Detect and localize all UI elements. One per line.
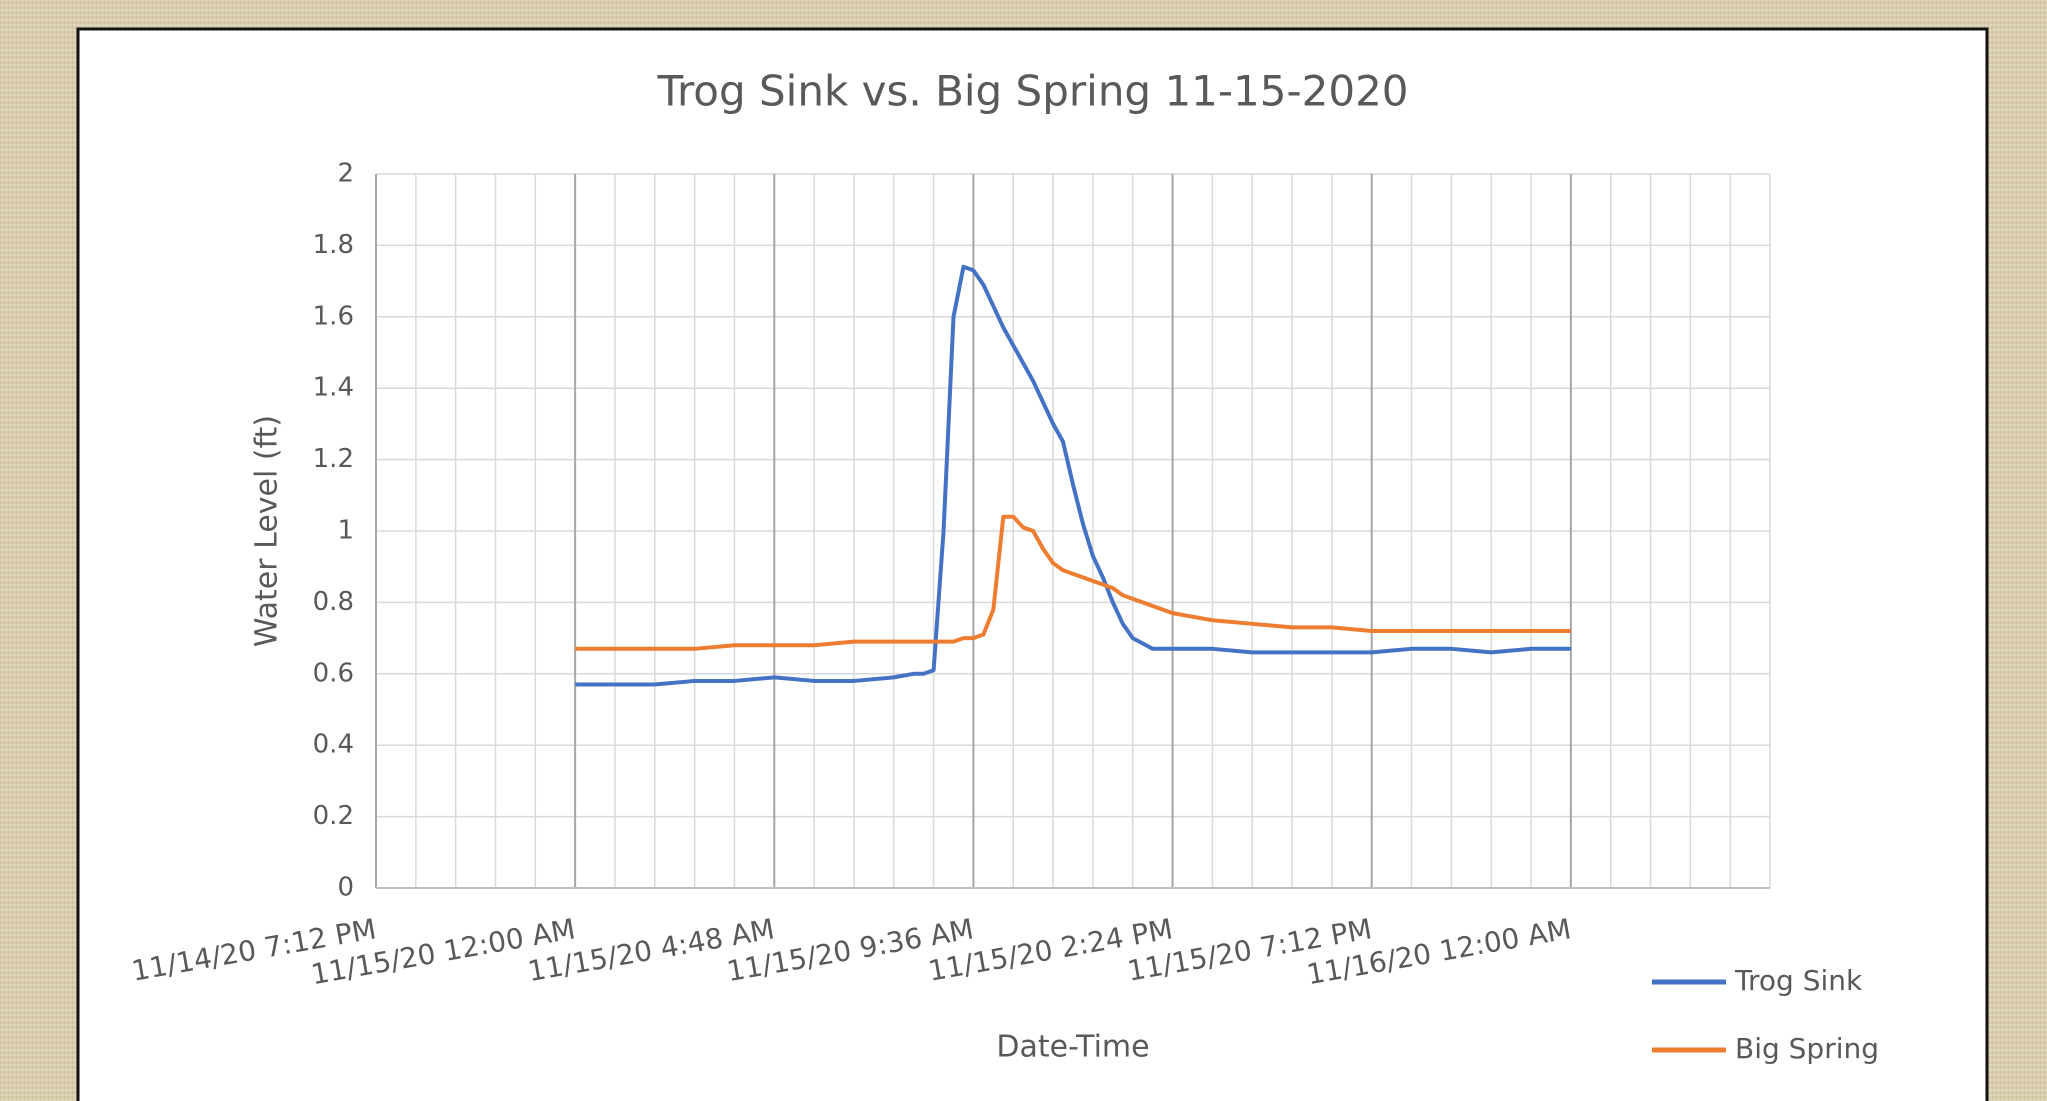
legend-label: Trog Sink [1734, 964, 1863, 997]
y-tick-label: 0.8 [313, 587, 354, 617]
y-tick-label: 0.2 [313, 801, 354, 831]
y-tick-label: 1.4 [313, 373, 354, 403]
chart-title: Trog Sink vs. Big Spring 11-15-2020 [656, 67, 1408, 116]
y-tick-label: 1.2 [313, 444, 354, 474]
series-line [575, 264, 1571, 687]
y-tick-label: 0.6 [313, 658, 354, 688]
x-axis-label: Date-Time [996, 1030, 1149, 1065]
y-tick-label: 0 [337, 873, 354, 903]
y-tick-label: 1.8 [313, 230, 354, 260]
y-tick-label: 1 [337, 516, 354, 546]
legend-label: Big Spring [1735, 1032, 1879, 1065]
chart-panel [76, 27, 1989, 1101]
y-tick-label: 0.4 [313, 730, 354, 760]
y-axis-label: Water Level (ft) [250, 415, 285, 647]
series-line [575, 514, 1571, 651]
y-tick-label: 1.6 [313, 301, 354, 331]
y-tick-label: 2 [337, 159, 354, 189]
